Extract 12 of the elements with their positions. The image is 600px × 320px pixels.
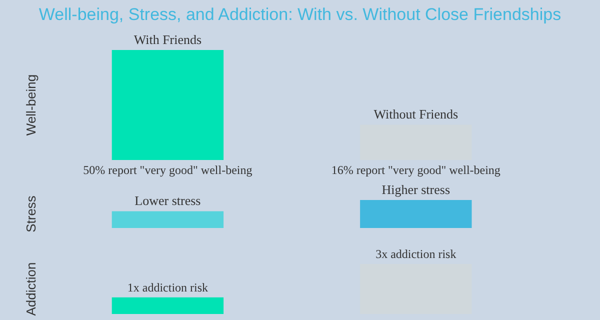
x-tick-label: With Friends	[134, 32, 202, 47]
data-label: 3x addiction risk	[376, 247, 456, 262]
y-axis-title: Well-being	[23, 74, 38, 136]
data-label: 1x addiction risk	[127, 280, 208, 294]
x-tick-label: Lower stress	[134, 193, 201, 208]
x-tick-label: Higher stress	[382, 182, 450, 197]
y-axis-title: Addiction	[23, 262, 38, 316]
chart-title: Well-being, Stress, and Addiction: With vs. Without Close Friendships	[38, 4, 562, 26]
data-label: 16% report "very good" well-being	[331, 163, 500, 178]
data-label: 50% report "very good" well-being	[83, 163, 252, 178]
y-axis-title: Stress	[23, 195, 38, 232]
x-tick-label: Without Friends	[374, 106, 458, 122]
